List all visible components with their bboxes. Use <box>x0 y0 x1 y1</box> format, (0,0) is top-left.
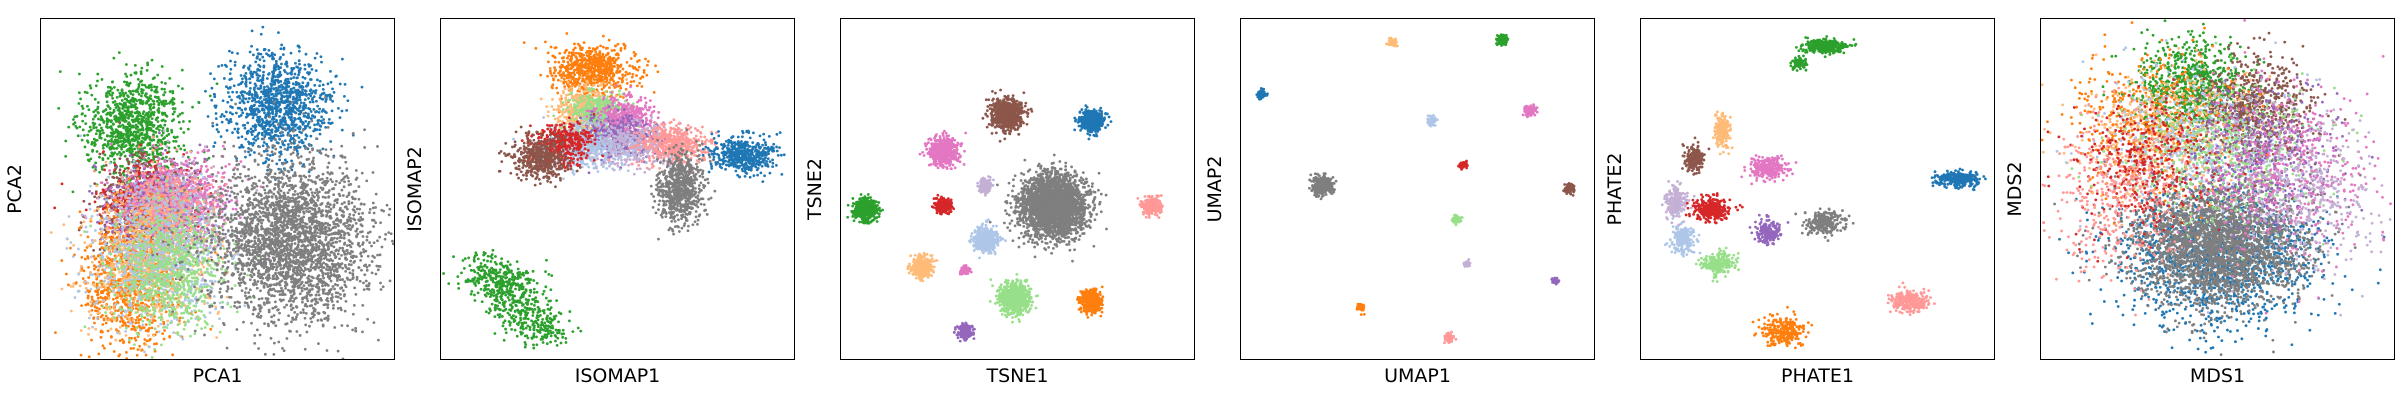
cluster-0-points <box>1795 35 1858 59</box>
cluster-1-points <box>1385 36 1399 48</box>
pca-plot-area <box>40 18 395 360</box>
pca-scatter <box>49 25 394 359</box>
tsne-y-axis-label: TSNE2 <box>803 34 827 344</box>
cluster-0-points <box>1255 87 1269 101</box>
cluster-10-points <box>958 263 973 276</box>
cluster-13-points <box>952 321 976 343</box>
mds-x-axis-label: MDS1 <box>2040 364 2395 388</box>
cluster-9-points <box>906 251 939 283</box>
cluster-2-points <box>1073 104 1113 141</box>
cluster-0-points <box>189 25 364 181</box>
cluster-1-points <box>57 51 219 213</box>
umap-y-axis-label: UMAP2 <box>1203 34 1227 344</box>
cluster-5-points <box>1930 167 1987 192</box>
cluster-1-points <box>1789 54 1809 72</box>
cluster-4-points <box>976 175 995 197</box>
panel-mds: MDS2 MDS1 <box>2000 0 2400 400</box>
cluster-3-points <box>521 314 580 350</box>
cluster-12-points <box>497 125 582 189</box>
cluster-5-points <box>1457 159 1469 171</box>
cluster-0-points <box>988 153 1108 263</box>
panel-isomap: ISOMAP2 ISOMAP1 <box>400 0 800 400</box>
cluster-14-points <box>701 129 786 184</box>
cluster-2-points <box>1494 33 1510 47</box>
cluster-11-points <box>83 179 260 359</box>
phate-plot-area <box>1640 18 1995 360</box>
cluster-2-points <box>493 289 583 346</box>
cluster-12-points <box>1075 285 1105 319</box>
phate-scatter <box>1660 35 1987 350</box>
cluster-0-points <box>442 248 551 302</box>
cluster-4-points <box>1740 154 1798 186</box>
cluster-8-points <box>1450 213 1464 227</box>
umap-x-axis-label: UMAP1 <box>1240 364 1595 388</box>
cluster-6-points <box>1660 180 1696 227</box>
cluster-10-points <box>1663 212 1702 258</box>
panel-umap: UMAP2 UMAP1 <box>1200 0 1600 400</box>
cluster-7-points <box>1136 194 1164 220</box>
cluster-9-points <box>1748 213 1790 247</box>
cluster-8-points <box>1794 207 1855 242</box>
panel-pca: PCA2 PCA1 <box>0 0 400 400</box>
cluster-7-points <box>1562 181 1576 197</box>
umap-plot-area <box>1240 18 1595 360</box>
panel-tsne: TSNE2 TSNE1 <box>800 0 1200 400</box>
cluster-1-points <box>477 266 554 328</box>
panel-phate: PHATE2 PHATE1 <box>1600 0 2000 400</box>
cluster-3-points <box>1521 103 1539 119</box>
cluster-6-points <box>1308 172 1338 201</box>
phate-y-axis-label: PHATE2 <box>1603 34 1627 344</box>
cluster-11-points <box>1355 302 1366 317</box>
cluster-13-points <box>1751 305 1814 350</box>
cluster-11-points <box>2206 78 2392 317</box>
isomap-scatter <box>442 32 786 350</box>
cluster-9-points <box>1462 257 1472 268</box>
cluster-10-points <box>1550 276 1561 286</box>
isomap-plot-area <box>440 18 795 360</box>
tsne-scatter <box>846 88 1164 343</box>
umap-scatter <box>1255 33 1576 345</box>
cluster-3-points <box>1681 136 1711 176</box>
cluster-12-points <box>151 95 394 359</box>
pca-y-axis-label: PCA2 <box>3 34 27 344</box>
mds-scatter <box>2041 19 2392 357</box>
cluster-7-points <box>1684 192 1744 225</box>
cluster-1-points <box>981 88 1034 143</box>
cluster-11-points <box>1694 246 1740 283</box>
isomap-y-axis-label: ISOMAP2 <box>403 34 427 344</box>
cluster-5-points <box>846 193 884 225</box>
tsne-x-axis-label: TSNE1 <box>840 364 1195 388</box>
cluster-12-points <box>1886 281 1936 317</box>
phate-x-axis-label: PHATE1 <box>1640 364 1995 388</box>
cluster-2-points <box>1711 110 1734 156</box>
cluster-6-points <box>930 193 956 216</box>
mds-y-axis-label: MDS2 <box>2003 34 2027 344</box>
cluster-11-points <box>988 273 1039 324</box>
cluster-3-points <box>918 129 968 171</box>
cluster-4-points <box>522 32 660 114</box>
tsne-plot-area <box>840 18 1195 360</box>
cluster-12-points <box>1443 330 1458 345</box>
cluster-4-points <box>1426 114 1439 128</box>
mds-plot-area <box>2040 18 2395 360</box>
cluster-12-points <box>2041 81 2240 317</box>
isomap-x-axis-label: ISOMAP1 <box>440 364 795 388</box>
cluster-15-points <box>649 128 717 241</box>
cluster-8-points <box>968 218 1007 260</box>
pca-x-axis-label: PCA1 <box>40 364 395 388</box>
